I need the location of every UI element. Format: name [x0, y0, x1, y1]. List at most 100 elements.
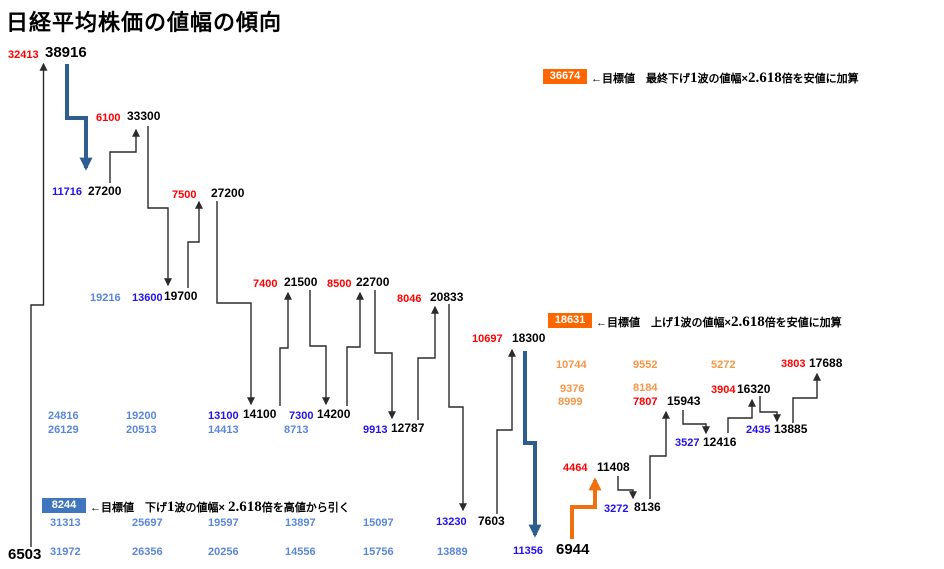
target-note-text: ←目標値 最終下げ1波の値幅×2.618倍を安値に加算	[591, 69, 859, 86]
target-note-up-wave: 18631 ←目標値 上げ1波の値幅×2.618倍を安値に加算	[548, 313, 842, 330]
value-label: 20833	[430, 290, 464, 304]
arrow-up-19700-27200	[187, 200, 203, 288]
value-label: 26356	[132, 546, 163, 558]
value-label: 19200	[126, 410, 157, 422]
target-note-final-down: 36674 ←目標値 最終下げ1波の値幅×2.618倍を安値に加算	[543, 69, 859, 86]
value-label: 13889	[437, 546, 468, 558]
value-label: 3803	[781, 358, 806, 370]
value-label: 9913	[363, 424, 388, 436]
value-label: 19216	[90, 292, 121, 304]
note-mid: 波の値幅×	[680, 317, 731, 329]
note-big-2: 2.618	[747, 70, 782, 86]
arrow-up-14200-22700	[346, 291, 364, 406]
target-note-down-wave: 8244 ←目標値 下げ1波の値幅× 2.618倍を高値から引く	[42, 498, 350, 515]
value-label: 26129	[48, 424, 79, 436]
value-label: 16320	[737, 382, 771, 396]
value-label: 24816	[48, 410, 79, 422]
arrow-up-7603-18300	[496, 348, 516, 514]
value-label: 27200	[88, 184, 122, 198]
value-label: 8046	[397, 293, 422, 305]
note-big-1: 1	[167, 499, 175, 515]
arrow-down-11408-8136	[617, 476, 637, 500]
value-label: 8184	[633, 382, 658, 394]
value-label: 12416	[703, 435, 737, 449]
note-post: 倍を安値に加算	[764, 317, 842, 329]
value-label: 14556	[285, 546, 316, 558]
value-label: 33300	[127, 109, 161, 123]
value-label: 10697	[472, 333, 503, 345]
value-label: 12787	[391, 421, 425, 435]
arrow-up-27200-33300	[109, 128, 140, 183]
target-value-badge: 36674	[543, 69, 587, 84]
arrow-up-12787-20833	[417, 305, 439, 420]
value-label: 4464	[563, 462, 588, 474]
value-label: 7500	[172, 189, 197, 201]
value-label: 3904	[711, 384, 736, 396]
value-label: 13100	[208, 410, 239, 422]
note-big-2: 2.618	[730, 314, 765, 330]
value-label: 21500	[284, 275, 318, 289]
value-label: 7603	[478, 514, 505, 528]
note-pre: ←目標値 最終下げ	[591, 73, 690, 85]
value-label: 6503	[8, 546, 42, 563]
value-label: 5272	[711, 359, 736, 371]
note-mid: 波の値幅×	[174, 502, 228, 514]
value-label: 8713	[284, 424, 309, 436]
value-label: 11408	[597, 460, 630, 474]
value-label: 8136	[634, 500, 661, 514]
arrow-up-12416-16320	[727, 398, 756, 433]
value-label: 27200	[211, 186, 245, 200]
value-label: 13885	[774, 422, 808, 436]
note-big-1: 1	[673, 314, 681, 330]
value-label: 7300	[289, 410, 314, 422]
value-label: 19700	[164, 289, 198, 303]
note-pre: ←目標値 下げ	[90, 502, 167, 514]
value-label: 3272	[604, 503, 629, 515]
value-label: 3527	[675, 437, 700, 449]
value-label: 13600	[132, 292, 163, 304]
note-post: 倍を高値から引く	[261, 502, 350, 514]
arrow-down-16320-13885	[759, 396, 781, 423]
note-pre: ←目標値 上げ	[596, 317, 673, 329]
value-label: 11716	[52, 186, 82, 198]
value-label: 9552	[633, 359, 658, 371]
value-label: 22700	[356, 275, 390, 289]
value-label: 15756	[363, 546, 394, 558]
note-big-1: 1	[690, 70, 698, 86]
arrow-down-22700-12787	[374, 290, 396, 420]
value-label: 17688	[809, 356, 843, 370]
value-label: 14200	[317, 407, 351, 421]
arrow-down-20833-7603	[448, 304, 467, 512]
target-note-text: ←目標値 上げ1波の値幅×2.618倍を安値に加算	[596, 313, 842, 330]
value-label: 31972	[50, 546, 81, 558]
value-label: 7400	[253, 278, 278, 290]
value-label: 6100	[96, 112, 121, 124]
value-label: 14413	[208, 424, 239, 436]
arrow-down-27200-14100	[216, 201, 255, 406]
value-label: 6944	[556, 541, 590, 558]
value-label: 18300	[512, 331, 546, 345]
note-big-2: 2.618	[227, 499, 262, 515]
value-label: 8500	[327, 278, 352, 290]
arrow-thick-down-18300-6944	[523, 351, 542, 538]
value-label: 9376	[560, 383, 585, 395]
value-label: 11356	[513, 545, 543, 557]
value-label: 13897	[285, 517, 316, 529]
value-label: 13230	[436, 516, 467, 528]
value-label: 31313	[50, 517, 81, 529]
value-label: 32413	[8, 49, 39, 61]
value-label: 15943	[667, 394, 701, 408]
value-label: 25697	[132, 517, 163, 529]
value-label: 14100	[243, 407, 277, 421]
arrow-thick-down-38916-27200	[65, 64, 93, 171]
target-value-badge: 18631	[548, 313, 592, 328]
value-label: 10744	[556, 359, 587, 371]
target-note-text: ←目標値 下げ1波の値幅× 2.618倍を高値から引く	[90, 498, 350, 515]
note-mid: 波の値幅×	[697, 73, 748, 85]
arrow-up-14100-21500	[279, 291, 292, 406]
arrow-down-15943-12416	[682, 410, 710, 435]
arrow-up-13885-17688	[792, 372, 821, 423]
target-value-badge: 8244	[42, 498, 86, 513]
